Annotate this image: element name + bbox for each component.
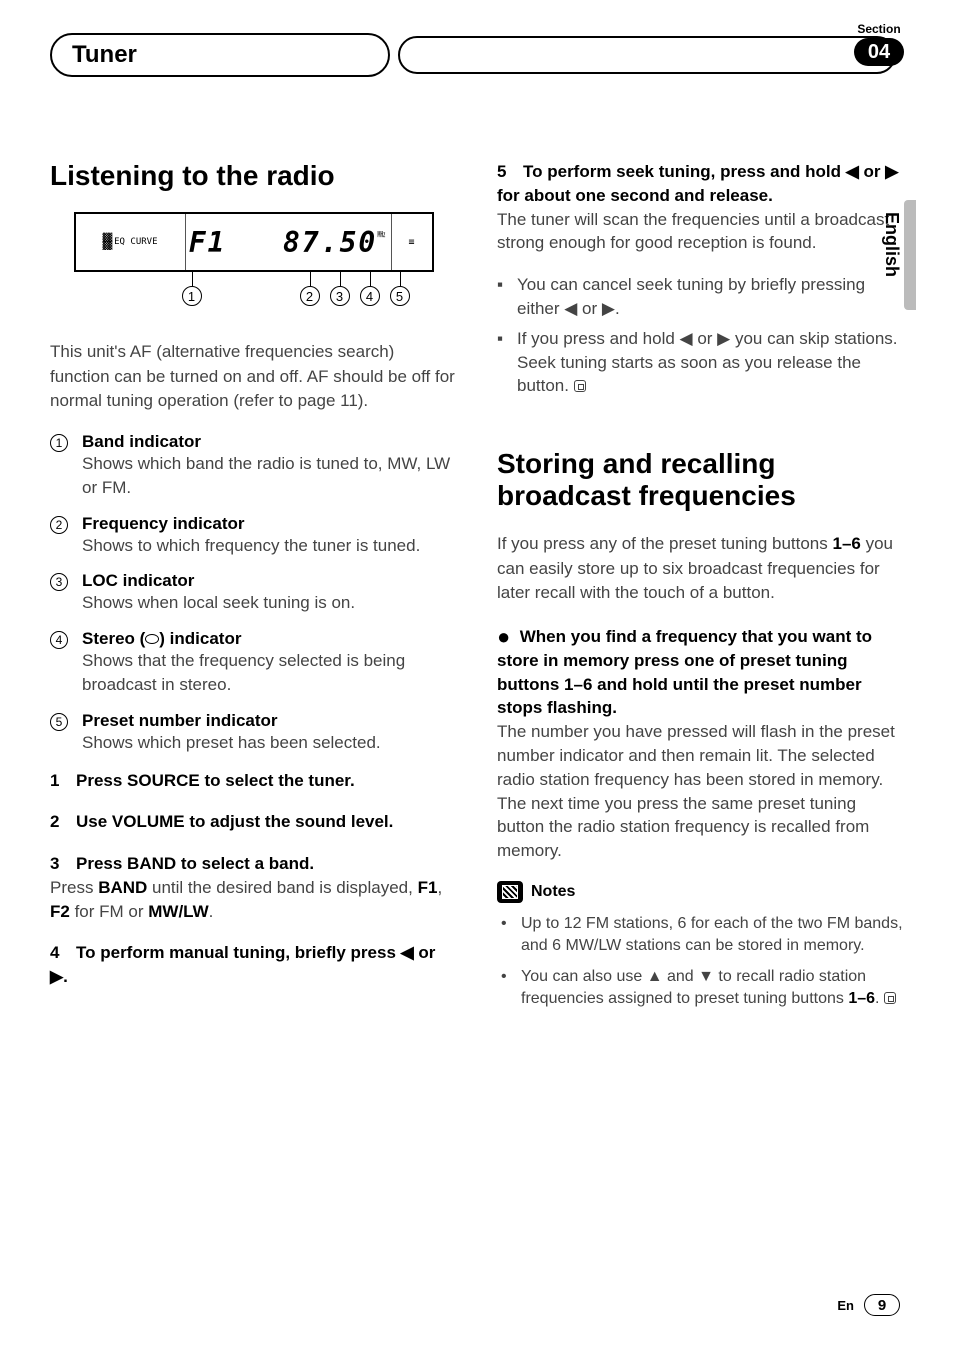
left-column: Listening to the radio ▓▓▓▓ EQ CURVE F1 …	[50, 160, 457, 1019]
stereo-icon	[145, 634, 159, 644]
footer: En 9	[837, 1294, 900, 1316]
step-5: 5To perform seek tuning, press and hold …	[497, 160, 904, 255]
step-5-bullet-1: ▪ You can cancel seek tuning by briefly …	[497, 273, 904, 321]
item-4-desc: Shows that the frequency selected is bei…	[82, 649, 457, 697]
storing-intro: If you press any of the preset tuning bu…	[497, 532, 904, 606]
indicator-item-3: 3 LOC indicator Shows when local seek tu…	[50, 571, 457, 615]
notes-header: Notes	[497, 881, 904, 903]
tuner-display-diagram: ▓▓▓▓ EQ CURVE F1 87.50 ㎒ ≡	[74, 212, 434, 272]
item-5-desc: Shows which preset has been selected.	[82, 731, 457, 755]
step-1: 1Press SOURCE to select the tuner.	[50, 769, 457, 793]
circled-2: 2	[50, 516, 68, 534]
circled-4: 4	[50, 631, 68, 649]
end-marker-icon	[574, 380, 586, 392]
notes-title: Notes	[531, 883, 575, 901]
page: Tuner Section 04 English Listening to th…	[0, 0, 954, 1352]
step-2: 2Use VOLUME to adjust the sound level.	[50, 810, 457, 834]
callout-3: 3	[330, 286, 350, 306]
circled-3: 3	[50, 573, 68, 591]
bullet-dot-icon: •	[497, 913, 521, 958]
display-seg-band: ▓▓▓▓ EQ CURVE	[76, 214, 186, 270]
heading-storing: Storing and recalling broadcast frequenc…	[497, 448, 904, 512]
tab-title: Tuner	[72, 41, 388, 69]
notes-icon	[497, 881, 523, 903]
storing-body-2: The next time you press the same preset …	[497, 792, 904, 863]
end-marker-icon	[884, 992, 896, 1004]
side-language-label: English	[881, 212, 902, 277]
bullet-square-icon: ▪	[497, 273, 517, 321]
step-5-body: The tuner will scan the frequencies unti…	[497, 208, 904, 256]
step-3-body: Press BAND until the desired band is dis…	[50, 876, 457, 924]
item-4-title: Stereo () indicator	[82, 629, 457, 649]
indicator-item-2: 2 Frequency indicator Shows to which fre…	[50, 514, 457, 558]
item-1-desc: Shows which band the radio is tuned to, …	[82, 452, 457, 500]
item-3-title: LOC indicator	[82, 571, 457, 591]
callout-1: 1	[182, 286, 202, 306]
right-column: 5To perform seek tuning, press and hold …	[497, 160, 904, 1019]
item-1-title: Band indicator	[82, 432, 457, 452]
indicator-item-4: 4 Stereo () indicator Shows that the fre…	[50, 629, 457, 697]
content-columns: Listening to the radio ▓▓▓▓ EQ CURVE F1 …	[50, 160, 904, 1019]
header-tab: Tuner	[50, 33, 390, 77]
indicator-item-1: 1 Band indicator Shows which band the ra…	[50, 432, 457, 500]
indicator-item-5: 5 Preset number indicator Shows which pr…	[50, 711, 457, 755]
step-5-bullet-2: ▪ If you press and hold ◀ or ▶ you can s…	[497, 327, 904, 398]
item-2-desc: Shows to which frequency the tuner is tu…	[82, 534, 457, 558]
storing-body-1: The number you have pressed will flash i…	[497, 720, 904, 791]
diagram-callouts: 1 2 3 4 5	[74, 280, 434, 310]
item-5-title: Preset number indicator	[82, 711, 457, 731]
filled-circle-icon: ●	[497, 624, 510, 649]
intro-paragraph: This unit's AF (alternative frequencies …	[50, 340, 457, 414]
bullet-dot-icon: •	[497, 966, 521, 1011]
side-language-tab	[904, 200, 916, 310]
circled-1: 1	[50, 434, 68, 452]
page-number: 9	[864, 1294, 900, 1316]
circled-5: 5	[50, 713, 68, 731]
header-row: Tuner	[50, 30, 904, 80]
display-seg-freq: F1 87.50 ㎒	[186, 214, 392, 270]
footer-lang: En	[837, 1298, 854, 1313]
note-1: • Up to 12 FM stations, 6 for each of th…	[497, 913, 904, 958]
heading-listening: Listening to the radio	[50, 160, 457, 192]
display-seg-preset: ≡	[392, 214, 432, 270]
callout-2: 2	[300, 286, 320, 306]
item-2-title: Frequency indicator	[82, 514, 457, 534]
step-3: 3Press BAND to select a band. Press BAND…	[50, 852, 457, 923]
callout-4: 4	[360, 286, 380, 306]
section-badge: 04	[854, 38, 904, 66]
section-label: Section	[854, 22, 904, 36]
callout-5: 5	[390, 286, 410, 306]
item-3-desc: Shows when local seek tuning is on.	[82, 591, 457, 615]
storing-procedure: ● When you find a frequency that you wan…	[497, 624, 904, 863]
section-box: Section 04	[854, 22, 904, 66]
step-4: 4To perform manual tuning, briefly press…	[50, 941, 457, 989]
header-spacer	[398, 36, 896, 74]
note-2: • You can also use ▲ and ▼ to recall rad…	[497, 966, 904, 1011]
bullet-square-icon: ▪	[497, 327, 517, 398]
